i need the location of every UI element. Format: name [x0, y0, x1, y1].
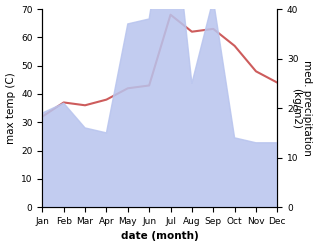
Y-axis label: max temp (C): max temp (C): [5, 72, 16, 144]
Y-axis label: med. precipitation
(kg/m2): med. precipitation (kg/m2): [291, 60, 313, 156]
X-axis label: date (month): date (month): [121, 231, 199, 242]
